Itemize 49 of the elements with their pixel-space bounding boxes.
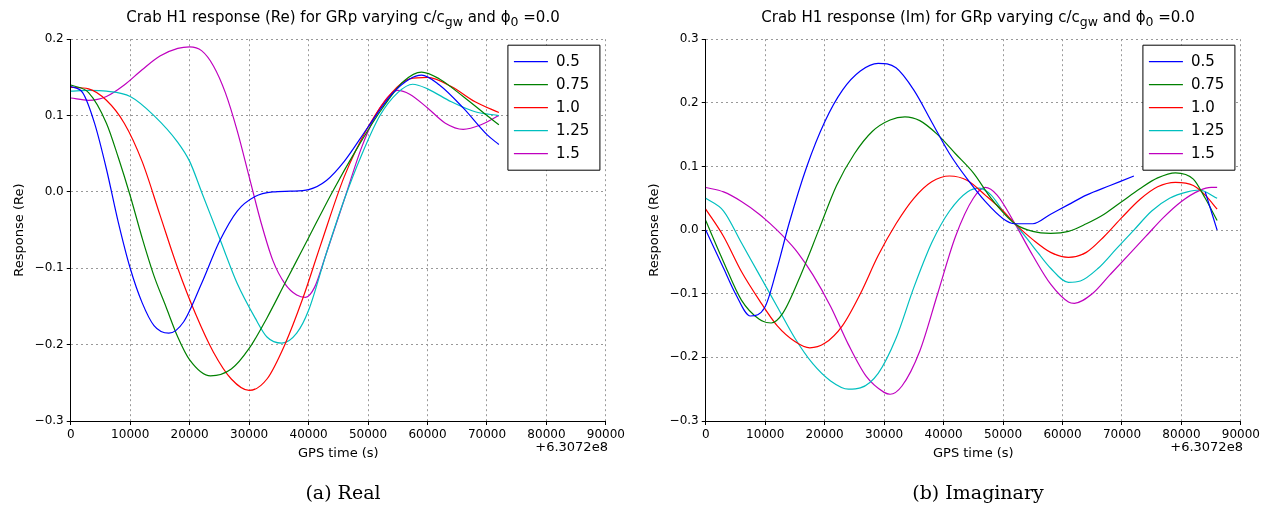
- y-tick-label: −0.2: [669, 349, 699, 364]
- x-tick-label: 30000: [865, 427, 904, 442]
- y-tick-label: 0.1: [44, 107, 64, 122]
- x-tick-label: 0: [701, 427, 710, 442]
- x-axis-title: GPS time (s): [932, 444, 1014, 460]
- text: (a) Real: [304, 481, 382, 503]
- legend-label: 1.5: [1190, 143, 1215, 162]
- legend-label: 0.5: [1190, 51, 1215, 70]
- y-tick-label: −0.1: [669, 285, 699, 300]
- x-tick-label: 20000: [805, 427, 844, 442]
- legend-label: 1.5: [555, 143, 580, 162]
- y-tick-label: 0.2: [679, 94, 699, 109]
- y-tick-label: 0.2: [44, 31, 64, 46]
- y-tick-label: −0.1: [34, 260, 64, 275]
- line-series: [705, 175, 1218, 349]
- chart-title: Crab H1 response (Im) for GRp varying c/c$_{gw}$ and ϕ$_{0}$ =0.0: [760, 8, 1196, 29]
- x-tick-label: 20000: [170, 427, 209, 442]
- y-tick-label: −0.2: [34, 336, 64, 351]
- text: (b) Imaginary: [911, 481, 1045, 503]
- legend-label: 1.25: [555, 120, 590, 139]
- legend-label: 0.75: [1190, 74, 1225, 93]
- x-tick-label: 60000: [1043, 427, 1082, 442]
- y-tick-label: −0.3: [669, 413, 699, 428]
- line-series: [70, 46, 500, 298]
- x-tick-label: 50000: [983, 427, 1023, 442]
- legend-label: 0.5: [555, 51, 580, 70]
- y-axis-title: Response (Re): [11, 183, 27, 277]
- legend-label: 1.0: [1190, 97, 1215, 116]
- y-tick-label: 0.3: [679, 31, 699, 46]
- y-tick-label: −0.3: [34, 413, 64, 428]
- legend-label: 0.75: [555, 74, 590, 93]
- x-tick-label: 0: [66, 427, 75, 442]
- x-tick-label: 30000: [230, 427, 269, 442]
- x-tick-label: 40000: [289, 427, 328, 442]
- x-tick-label: 10000: [111, 427, 150, 442]
- chart-title: Crab H1 response (Re) for GRp varying c/c$_{gw}$ and ϕ$_{0}$ =0.0: [125, 8, 561, 29]
- x-axis-title: GPS time (s): [297, 444, 379, 460]
- x-tick-label: 60000: [408, 427, 447, 442]
- x-tick-label: 70000: [1102, 427, 1142, 442]
- x-tick-label: 70000: [467, 427, 507, 442]
- x-tick-label: 40000: [924, 427, 963, 442]
- y-tick-label: 0.0: [679, 222, 699, 237]
- legend-label: 1.0: [555, 97, 580, 116]
- x-tick-label: 50000: [348, 427, 388, 442]
- y-tick-label: 0.0: [44, 184, 64, 199]
- legend-label: 1.25: [1190, 120, 1225, 139]
- y-axis-title: Response (Re): [646, 183, 662, 277]
- y-tick-label: 0.1: [679, 158, 699, 173]
- x-tick-label: 10000: [746, 427, 785, 442]
